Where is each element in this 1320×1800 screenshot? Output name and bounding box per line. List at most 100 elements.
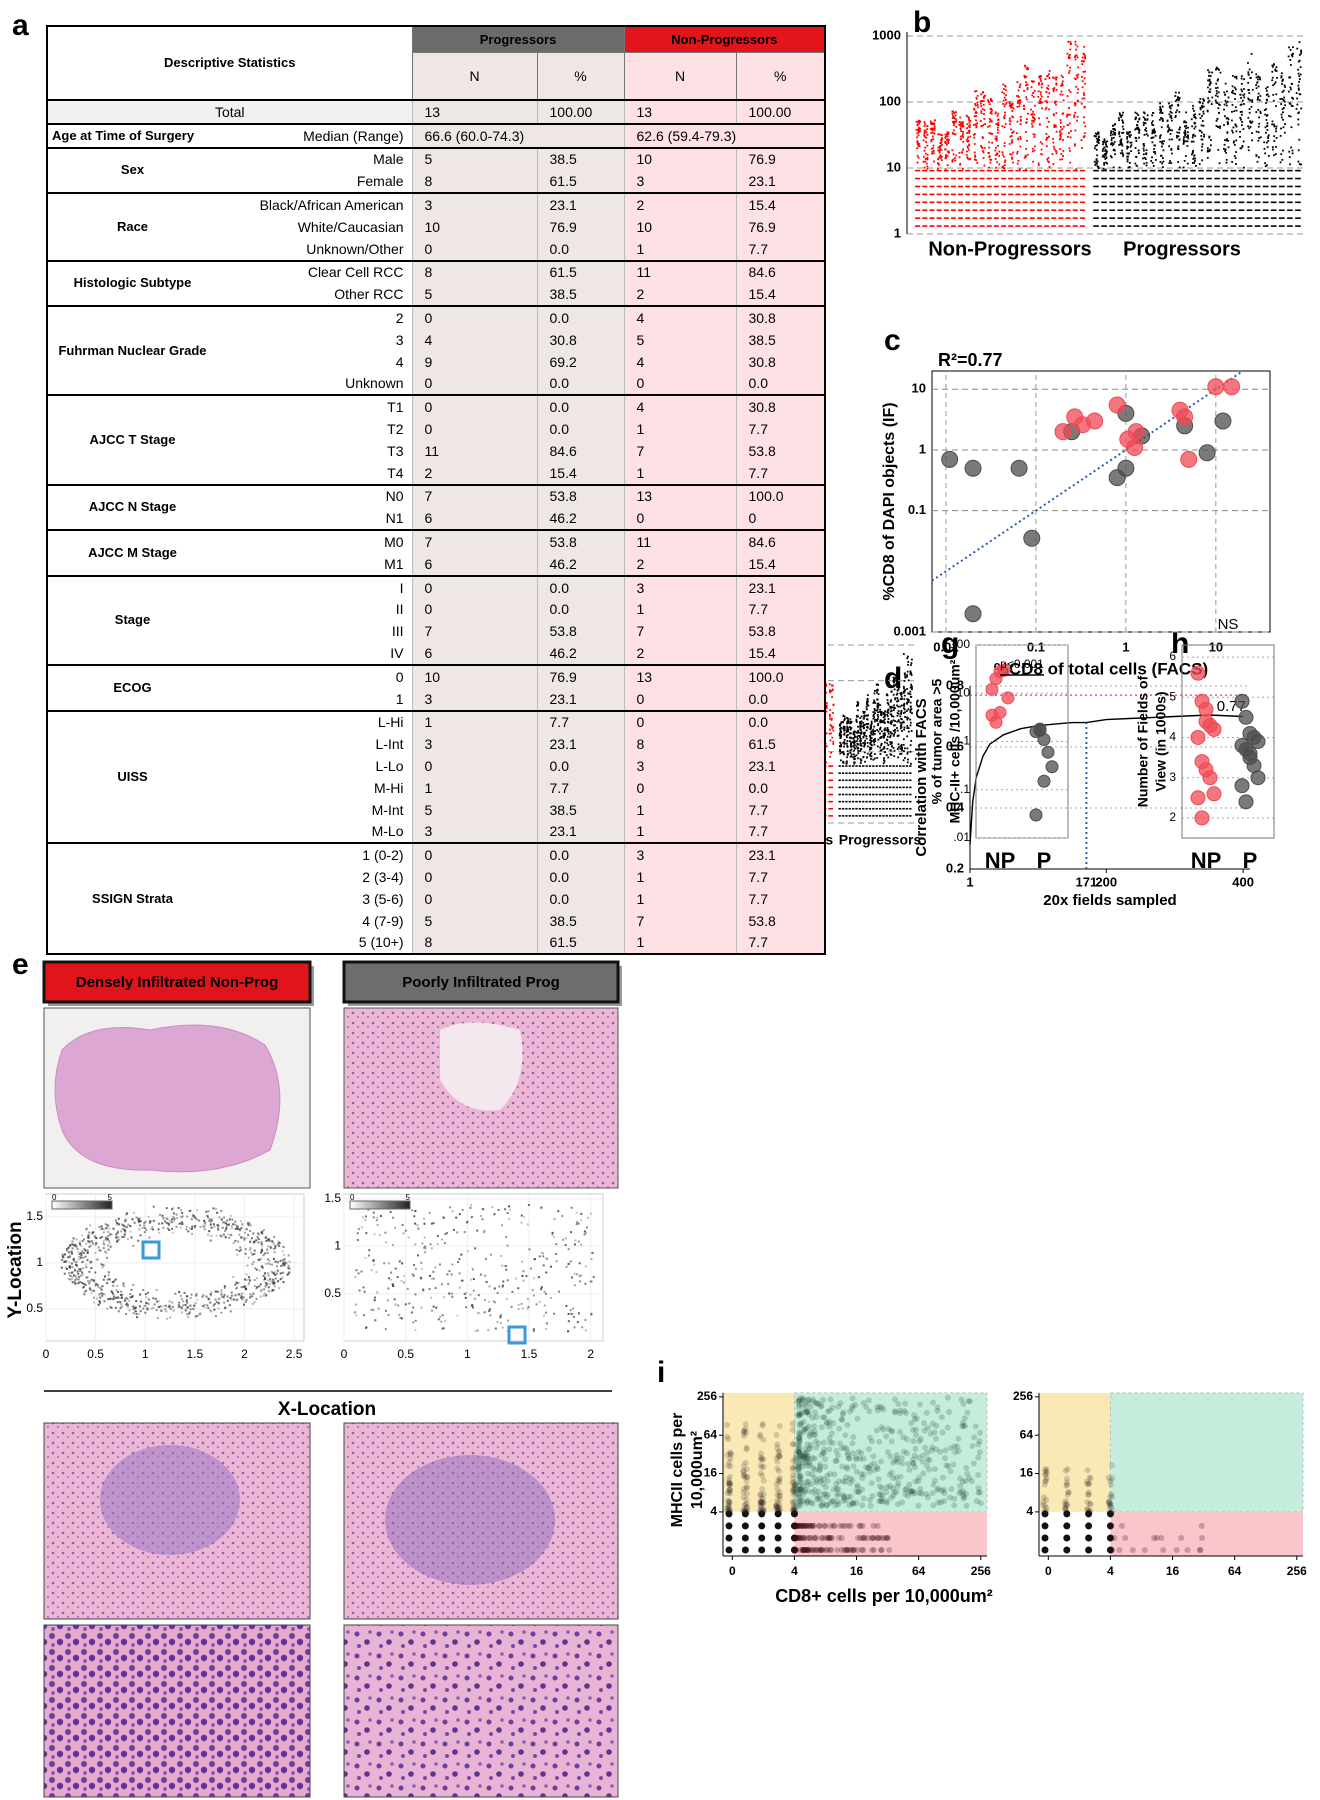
- density-dot: [850, 745, 852, 748]
- density-dot: [923, 129, 926, 132]
- density-dot: [1235, 75, 1238, 78]
- density-dot: [877, 722, 880, 725]
- cell-density: [397, 1304, 400, 1307]
- cell-density: [287, 1272, 290, 1275]
- density-dot: [922, 139, 925, 142]
- cell-density: [362, 1314, 365, 1317]
- density-dot: [1001, 125, 1004, 128]
- panel-label: a: [12, 9, 29, 42]
- density-dot: [1208, 136, 1210, 139]
- cell-density: [264, 1276, 267, 1279]
- density-dot: [884, 734, 886, 736]
- density-dot: [886, 730, 889, 733]
- density-dot: [1247, 81, 1250, 84]
- density-dot: [1060, 90, 1063, 93]
- density-dot: [1032, 80, 1035, 83]
- cell-density: [212, 1304, 215, 1307]
- cell-density: [365, 1232, 368, 1235]
- cell-density: [481, 1218, 484, 1221]
- cell-density: [109, 1246, 112, 1249]
- density-dot: [894, 731, 897, 734]
- density-dot: [1279, 161, 1282, 164]
- cell-density: [247, 1234, 250, 1237]
- density-dot: [1077, 73, 1080, 76]
- cell-density: [584, 1282, 587, 1285]
- density-dot: [1026, 87, 1029, 89]
- cell-density: [161, 1214, 164, 1217]
- density-dot: [832, 704, 835, 706]
- cell-density: [121, 1293, 124, 1296]
- density-dot: [980, 146, 983, 148]
- density-dot: [1297, 123, 1300, 126]
- cell-density: [92, 1279, 95, 1282]
- density-dot: [1016, 162, 1019, 165]
- cell-density: [578, 1275, 581, 1278]
- cell-density: [106, 1224, 109, 1227]
- cell-density: [466, 1220, 469, 1223]
- density-dot: [1045, 91, 1048, 94]
- cell-density: [569, 1231, 572, 1234]
- cell-density: [267, 1286, 270, 1289]
- cell-density: [215, 1234, 218, 1237]
- density-dot: [1016, 105, 1019, 108]
- density-dot: [1153, 129, 1156, 132]
- density-dot: [976, 104, 979, 106]
- cell-density: [214, 1207, 217, 1210]
- cell-density: [398, 1313, 401, 1316]
- density-dot: [962, 148, 965, 151]
- density-dot: [883, 712, 886, 715]
- density-dot: [1101, 155, 1104, 158]
- cell-density: [87, 1240, 90, 1243]
- cell-density: [117, 1310, 120, 1313]
- cell-density: [406, 1287, 409, 1290]
- cell-density: [355, 1269, 358, 1272]
- cell-density: [464, 1296, 467, 1299]
- density-dot: [1283, 84, 1286, 87]
- density-dot: [1062, 138, 1064, 141]
- cell-density: [111, 1281, 114, 1284]
- density-dot: [1239, 93, 1242, 96]
- density-dot: [981, 108, 984, 111]
- cell-density: [501, 1326, 504, 1329]
- cell-density: [222, 1233, 225, 1236]
- density-dot: [860, 740, 862, 742]
- cell-density: [70, 1252, 73, 1255]
- density-dot: [1059, 121, 1062, 124]
- cell-density: [252, 1260, 255, 1263]
- cell-density: [64, 1260, 67, 1263]
- density-dot: [1273, 135, 1276, 138]
- density-dot: [988, 120, 991, 123]
- cell-density: [251, 1295, 254, 1298]
- density-dot: [1134, 128, 1137, 131]
- density-dot: [872, 702, 875, 704]
- cell-density: [505, 1297, 508, 1300]
- density-dot: [1203, 135, 1206, 138]
- cell-density: [69, 1278, 72, 1281]
- density-dot: [1193, 154, 1196, 157]
- density-dot: [1159, 134, 1162, 137]
- cell-density: [552, 1236, 555, 1239]
- cell-density: [252, 1232, 255, 1235]
- density-dot: [846, 754, 849, 756]
- density-dot: [893, 704, 895, 707]
- cell-density: [220, 1209, 223, 1212]
- density-dot: [886, 701, 889, 704]
- cell-density: [567, 1330, 570, 1333]
- cell-density: [526, 1298, 529, 1301]
- cell-density: [97, 1303, 100, 1306]
- density-dot: [919, 127, 922, 130]
- density-dot: [860, 748, 863, 751]
- cell-density: [196, 1209, 199, 1212]
- cell-density: [81, 1282, 84, 1285]
- cell-density: [69, 1271, 72, 1274]
- cell-density: [102, 1242, 105, 1245]
- cell-density: [179, 1294, 182, 1297]
- density-dot: [1126, 147, 1129, 150]
- density-dot: [1226, 117, 1229, 119]
- density-dot: [873, 716, 876, 719]
- cell-density: [97, 1285, 100, 1288]
- cell-density: [272, 1278, 275, 1281]
- cell-density: [77, 1278, 80, 1281]
- density-dot: [859, 722, 861, 724]
- density-dot: [889, 731, 892, 733]
